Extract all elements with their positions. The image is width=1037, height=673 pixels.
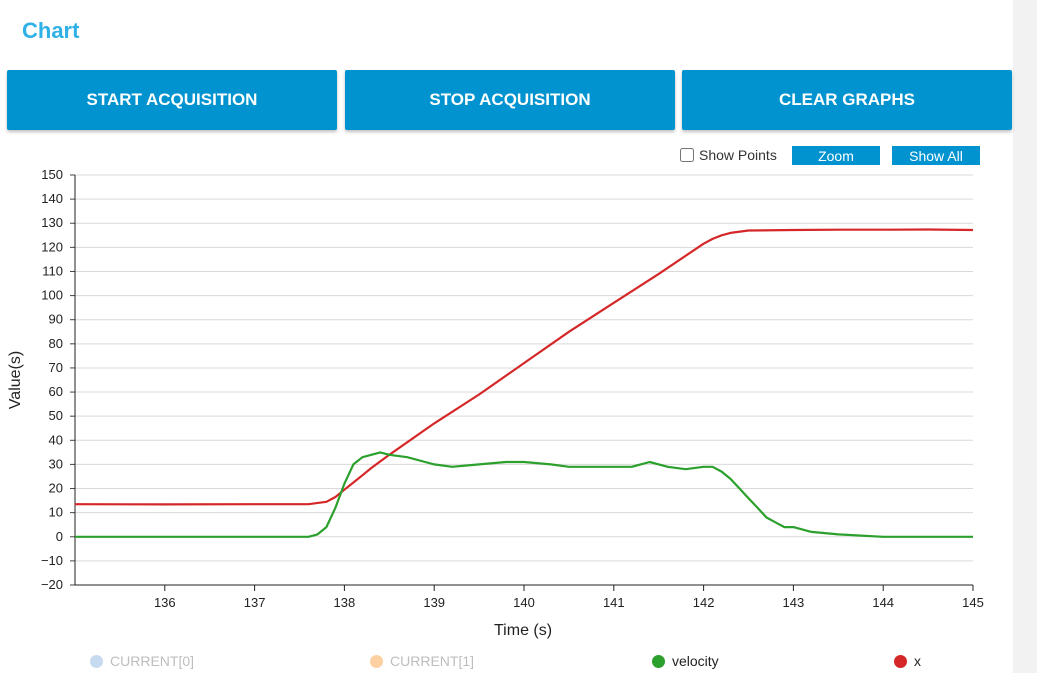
x-axis-title: Time (s) [494, 622, 552, 639]
legend-dot-icon [90, 654, 103, 668]
x-tick-label: 136 [154, 595, 176, 610]
x-tick-label: 138 [334, 595, 356, 610]
y-tick-label: 30 [49, 456, 63, 471]
y-tick-label: −10 [41, 553, 63, 568]
x-tick-label: 143 [783, 595, 805, 610]
y-tick-label: 0 [56, 529, 63, 544]
legend-dot-icon [652, 654, 665, 668]
legend-label: x [914, 653, 921, 669]
legend-item-x[interactable]: x [894, 653, 921, 669]
chart-legend: CURRENT[0] CURRENT[1] velocity x [0, 653, 1013, 673]
show-all-button[interactable]: Show All [892, 146, 980, 165]
y-tick-label: 120 [41, 239, 63, 254]
series-line-x [74, 228, 974, 506]
show-points-label: Show Points [699, 147, 777, 163]
y-axis-title: Value(s) [7, 351, 24, 409]
page-gutter [1013, 0, 1037, 673]
legend-dot-icon [370, 654, 383, 668]
x-tick-label: 140 [513, 595, 535, 610]
x-tick-label: 137 [244, 595, 266, 610]
y-tick-label: 20 [49, 481, 63, 496]
show-points-toggle[interactable]: Show Points [680, 147, 777, 163]
y-tick-label: 40 [49, 432, 63, 447]
x-tick-label: 139 [423, 595, 445, 610]
y-tick-label: 50 [49, 408, 63, 423]
legend-label: CURRENT[1] [390, 653, 475, 669]
start-acquisition-button[interactable]: START ACQUISITION [7, 70, 337, 130]
x-tick-label: 141 [603, 595, 625, 610]
x-tick-label: 145 [962, 595, 984, 610]
y-tick-label: 130 [41, 215, 63, 230]
legend-label: CURRENT[0] [110, 653, 195, 669]
show-points-checkbox[interactable] [680, 148, 694, 162]
stop-acquisition-button[interactable]: STOP ACQUISITION [345, 70, 675, 130]
y-tick-label: 140 [41, 191, 63, 206]
chart-series [74, 228, 974, 538]
y-tick-label: 60 [49, 384, 63, 399]
legend-item-current-0[interactable]: CURRENT[0] [90, 653, 194, 669]
chart-grid [75, 174, 973, 586]
legend-label: velocity [672, 653, 719, 669]
page-title: Chart [22, 18, 80, 43]
clear-graphs-button[interactable]: CLEAR GRAPHS [682, 70, 1012, 130]
legend-dot-icon [894, 654, 907, 668]
zoom-button[interactable]: Zoom [792, 146, 880, 165]
y-tick-label: 70 [49, 360, 63, 375]
x-tick-label: 142 [693, 595, 715, 610]
y-tick-label: 150 [41, 167, 63, 182]
series-line-velocity [75, 451, 973, 538]
y-tick-label: 100 [41, 288, 63, 303]
y-tick-label: 80 [49, 336, 63, 351]
legend-item-velocity[interactable]: velocity [652, 653, 719, 669]
line-chart[interactable]: 1501401301201101009080706050403020100−10… [0, 165, 1013, 645]
y-tick-label: 90 [49, 312, 63, 327]
chart-axes: 1501401301201101009080706050403020100−10… [41, 167, 984, 610]
y-tick-label: −20 [41, 577, 63, 592]
y-tick-label: 10 [49, 505, 63, 520]
x-tick-label: 144 [872, 595, 894, 610]
legend-item-current-1[interactable]: CURRENT[1] [370, 653, 474, 669]
y-tick-label: 110 [42, 263, 63, 278]
